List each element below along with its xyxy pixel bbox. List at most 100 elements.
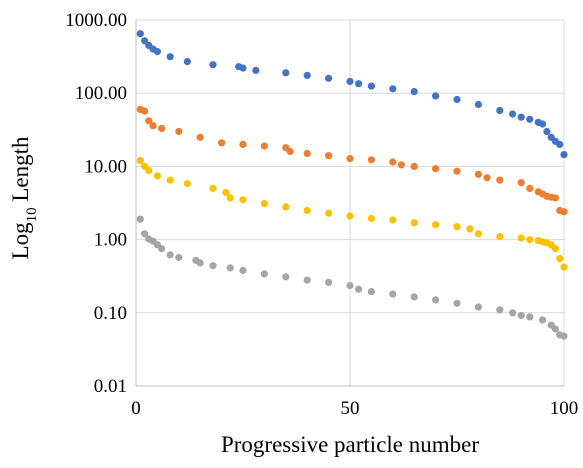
data-point bbox=[508, 309, 517, 317]
data-point bbox=[432, 296, 440, 304]
data-point bbox=[474, 100, 482, 109]
data-point bbox=[508, 110, 517, 118]
data-point bbox=[397, 161, 405, 169]
data-point bbox=[543, 127, 551, 136]
data-point bbox=[517, 234, 525, 242]
data-point bbox=[517, 113, 525, 121]
series-4 bbox=[136, 215, 568, 340]
data-point bbox=[166, 53, 174, 61]
data-point bbox=[260, 142, 268, 150]
data-point bbox=[517, 179, 525, 187]
data-point bbox=[183, 180, 191, 188]
data-point bbox=[496, 176, 504, 184]
data-point bbox=[496, 233, 504, 241]
data-point bbox=[141, 230, 149, 238]
data-point bbox=[153, 172, 161, 180]
data-point bbox=[303, 206, 311, 215]
y-tick-label: 0.01 bbox=[94, 376, 127, 397]
data-point bbox=[539, 120, 547, 128]
data-point bbox=[158, 245, 166, 253]
data-point bbox=[226, 264, 234, 272]
data-point bbox=[453, 299, 461, 307]
data-point bbox=[453, 95, 461, 104]
data-point bbox=[346, 212, 354, 220]
data-point bbox=[136, 215, 144, 223]
data-point bbox=[282, 273, 290, 281]
data-point bbox=[389, 216, 397, 224]
data-point bbox=[496, 306, 504, 314]
data-point bbox=[209, 61, 217, 69]
data-point bbox=[136, 30, 144, 38]
data-point bbox=[474, 230, 482, 238]
data-point bbox=[560, 332, 568, 340]
series-3 bbox=[136, 157, 568, 271]
data-point bbox=[526, 115, 534, 123]
data-point bbox=[153, 48, 161, 56]
axes bbox=[135, 20, 564, 387]
data-point bbox=[432, 165, 440, 173]
data-point bbox=[209, 184, 217, 192]
x-axis-title: Progressive particle number bbox=[221, 432, 479, 457]
data-point bbox=[286, 147, 294, 156]
data-point bbox=[432, 92, 440, 100]
data-point bbox=[145, 117, 153, 125]
data-point bbox=[175, 127, 183, 136]
data-point bbox=[141, 37, 149, 45]
data-point bbox=[432, 221, 440, 229]
data-point bbox=[466, 225, 474, 233]
data-point bbox=[551, 245, 560, 253]
data-point bbox=[526, 236, 534, 244]
data-point bbox=[556, 140, 564, 148]
data-point bbox=[556, 255, 564, 263]
y-axis-title-main: Log bbox=[8, 222, 33, 260]
y-axis-title: Log10 Length bbox=[8, 136, 40, 259]
data-point bbox=[196, 259, 204, 267]
data-point bbox=[136, 157, 144, 165]
data-point bbox=[453, 223, 461, 231]
data-point bbox=[526, 313, 534, 321]
y-tick-label: 0.10 bbox=[94, 303, 127, 324]
data-point bbox=[517, 311, 525, 320]
data-point bbox=[239, 140, 247, 148]
data-point bbox=[526, 184, 534, 192]
data-point bbox=[453, 167, 461, 175]
x-tick-labels: 0 50 100 bbox=[131, 398, 578, 419]
data-point bbox=[260, 200, 268, 208]
y-axis-title-subscript: 10 bbox=[24, 207, 40, 222]
data-point bbox=[325, 152, 333, 160]
series-2 bbox=[136, 105, 568, 216]
data-point bbox=[166, 176, 174, 184]
data-point bbox=[346, 155, 354, 163]
data-point bbox=[303, 276, 311, 284]
data-point bbox=[222, 188, 230, 197]
data-point bbox=[551, 194, 560, 202]
data-point bbox=[260, 270, 268, 278]
x-tick-label: 50 bbox=[341, 398, 360, 419]
data-point bbox=[346, 77, 354, 85]
data-point bbox=[355, 285, 363, 293]
data-point bbox=[474, 170, 482, 178]
data-point bbox=[175, 253, 183, 262]
x-tick-label: 100 bbox=[550, 398, 579, 419]
data-point bbox=[282, 203, 290, 211]
data-point bbox=[367, 288, 375, 296]
data-point bbox=[303, 71, 311, 79]
data-point bbox=[149, 122, 157, 130]
data-point bbox=[218, 139, 226, 147]
data-point bbox=[239, 64, 247, 72]
data-point bbox=[325, 278, 333, 286]
data-point bbox=[183, 58, 191, 66]
data-point bbox=[239, 266, 247, 274]
data-point bbox=[226, 194, 234, 202]
grid bbox=[136, 19, 565, 386]
series-1 bbox=[136, 30, 568, 159]
data-point bbox=[410, 88, 418, 96]
data-point bbox=[367, 82, 375, 90]
y-tick-label: 1000.00 bbox=[65, 10, 127, 31]
data-point bbox=[496, 106, 504, 115]
y-axis-title-rest: Length bbox=[8, 136, 33, 207]
data-point bbox=[389, 290, 397, 298]
data-point bbox=[325, 209, 333, 217]
data-point bbox=[560, 208, 568, 216]
